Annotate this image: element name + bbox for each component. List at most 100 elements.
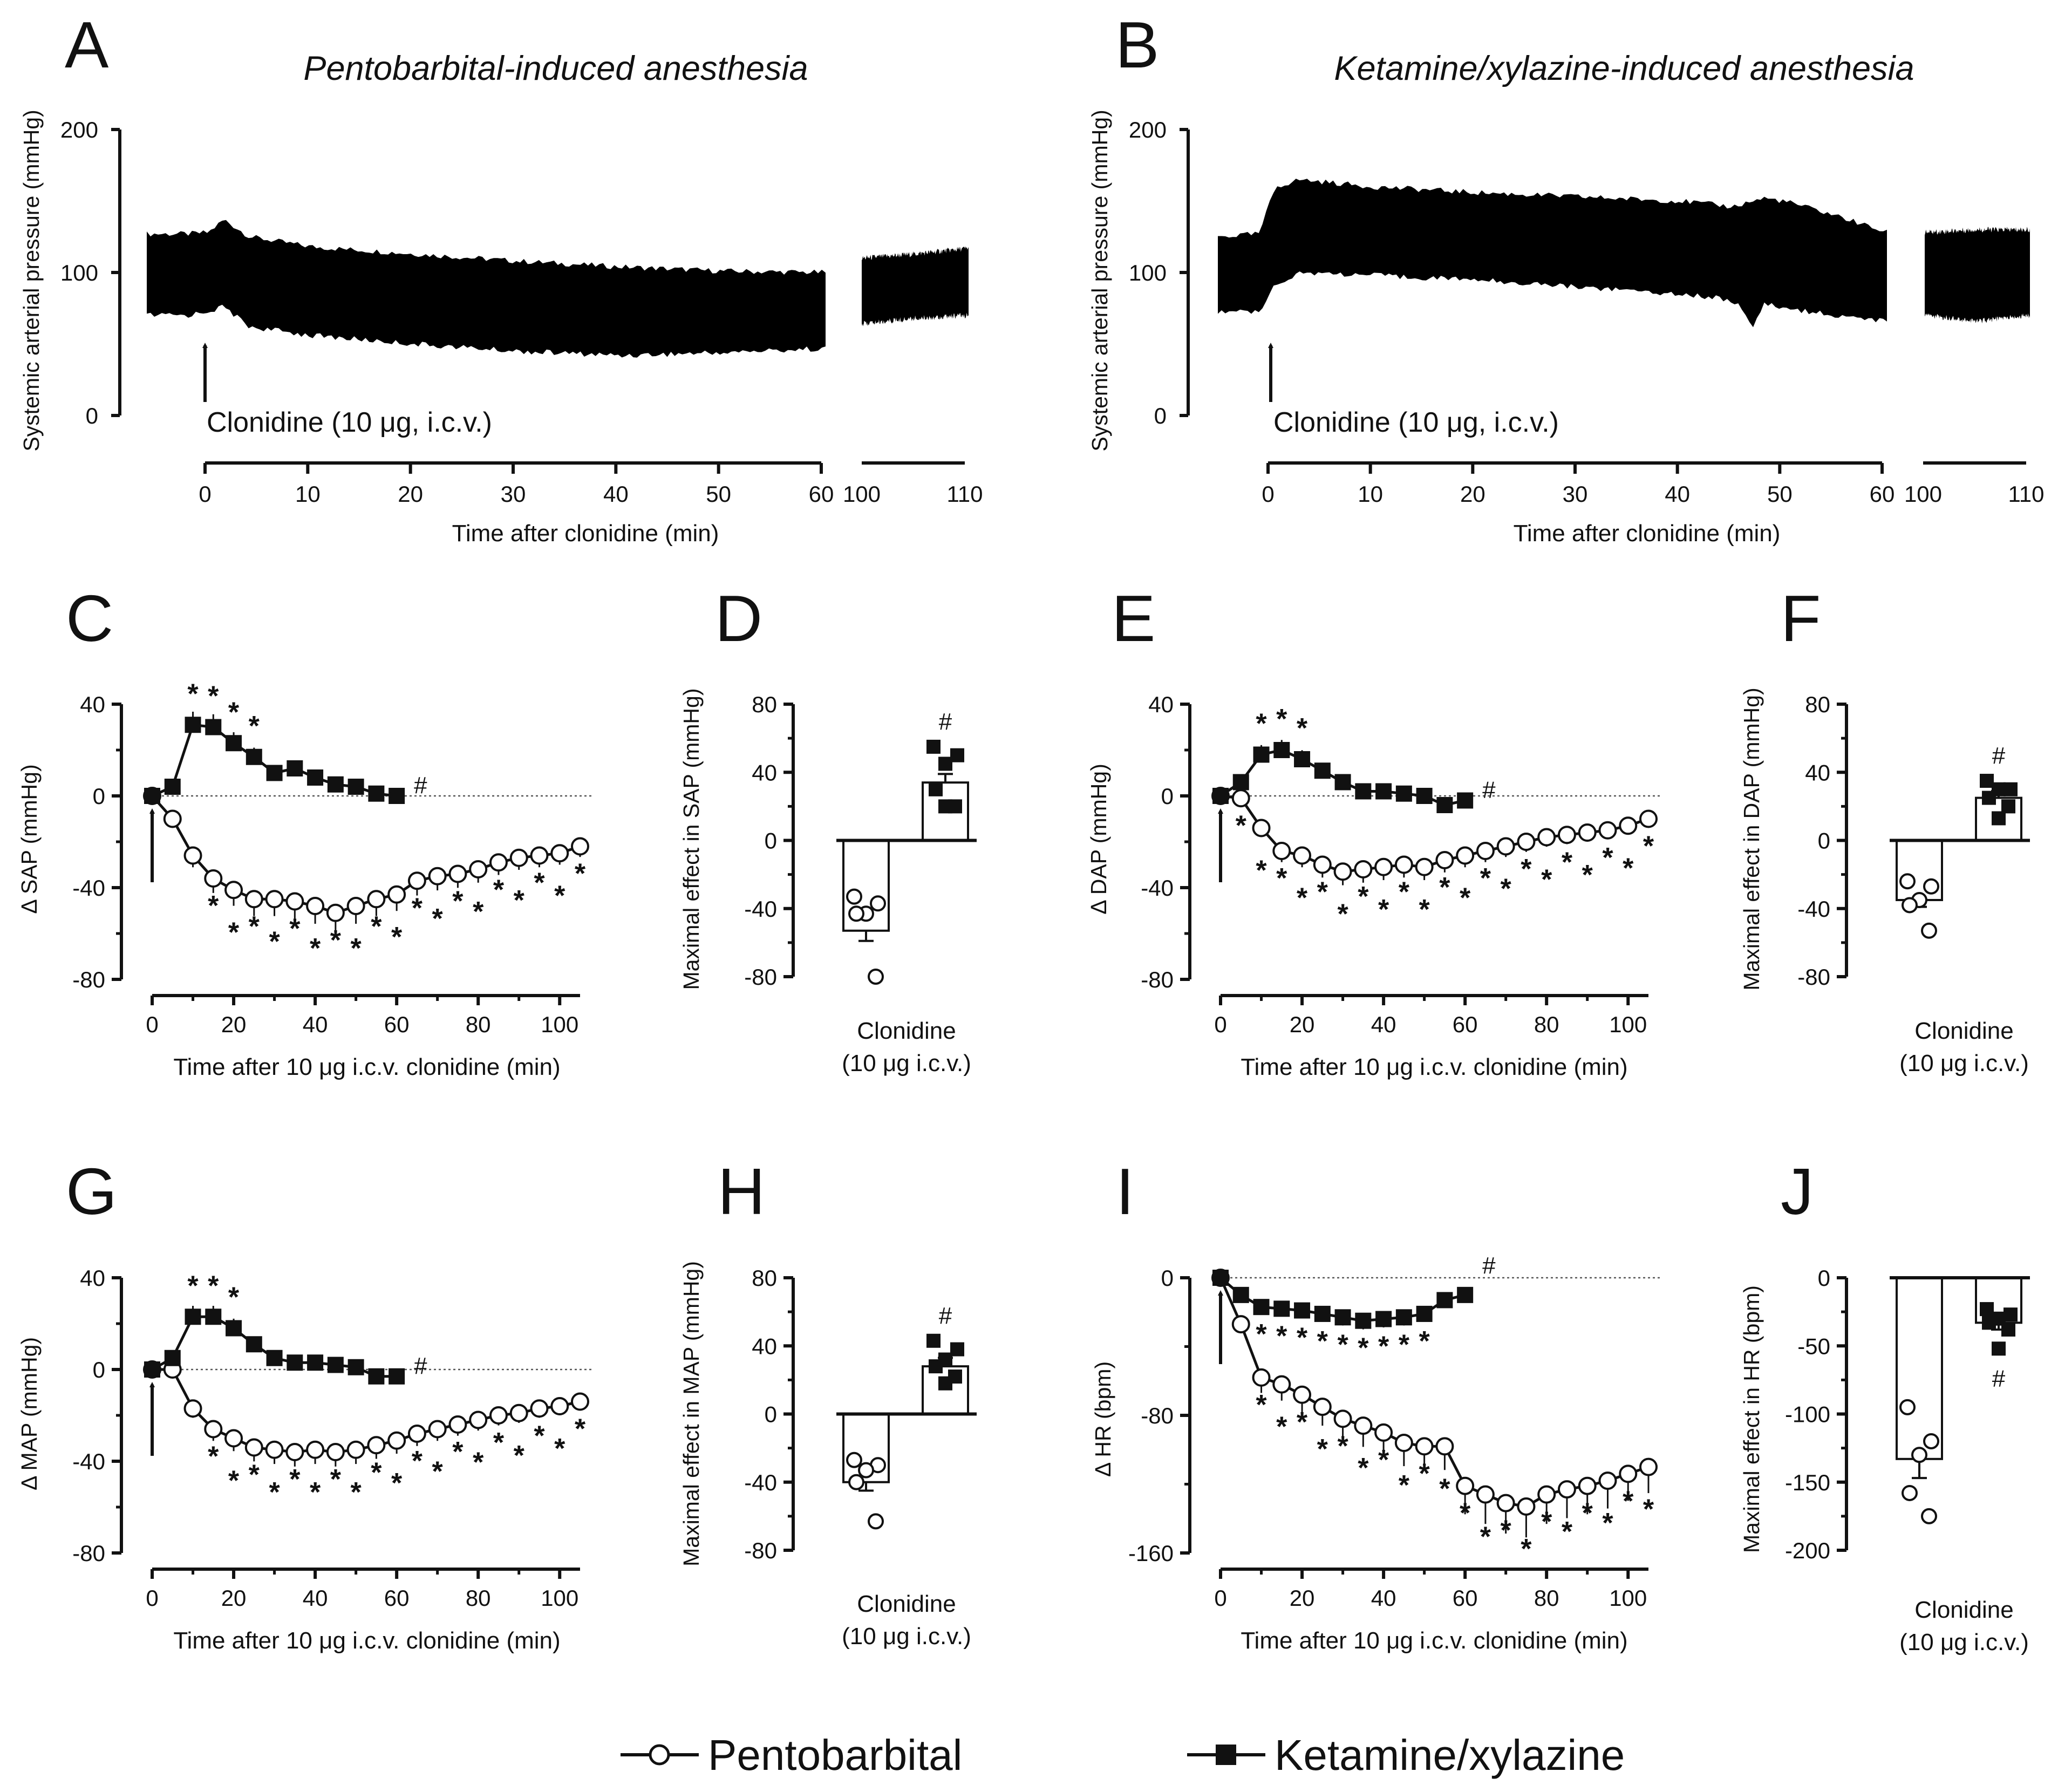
significance-hash: #	[414, 772, 427, 799]
pentobarbital-point	[1598, 821, 1617, 840]
significance-star: *	[452, 886, 464, 917]
pentobarbital-point	[1435, 851, 1454, 869]
y-axis-label: Δ DAP (mmHg)	[1086, 764, 1111, 915]
ketamine-point	[1992, 811, 2006, 826]
significance-star: *	[1256, 708, 1267, 740]
significance-star: *	[208, 890, 219, 922]
pentobarbital-point	[1923, 1433, 1939, 1449]
significance-star: *	[330, 925, 342, 956]
pentobarbital-point	[1557, 826, 1576, 844]
panel-i: I Δ HR (bpm) Time after 10 μg i.c.v. clo…	[1091, 1155, 1662, 1654]
x-tick-label: 80	[1534, 1585, 1559, 1611]
significance-star: *	[371, 1457, 382, 1488]
ketamine-point	[226, 735, 242, 752]
significance-star: *	[228, 697, 240, 728]
x-axis-label-line2: (10 μg i.c.v.)	[842, 1623, 971, 1650]
significance-star: *	[249, 911, 260, 942]
ketamine-point	[950, 1342, 964, 1357]
pentobarbital-point	[858, 1462, 874, 1478]
significance-star: *	[208, 1441, 219, 1473]
significance-star: *	[1541, 1507, 1552, 1538]
significance-star: *	[1256, 855, 1267, 887]
y-tick-label: 0	[765, 1402, 777, 1427]
pentobarbital-point	[1921, 1508, 1937, 1524]
pentobarbital-point	[1902, 897, 1918, 914]
pentobarbital-point	[285, 892, 304, 911]
significance-star: *	[1297, 883, 1308, 914]
ketamine-point	[164, 1350, 181, 1366]
ketamine-point	[389, 788, 405, 804]
significance-star: *	[391, 1468, 403, 1499]
significance-star: *	[289, 1464, 301, 1495]
panel-letter: C	[66, 582, 113, 655]
significance-star: *	[1439, 872, 1450, 903]
x-axis-label-line1: Clonidine	[1914, 1597, 2013, 1623]
x-axis-label-line1: Clonidine	[857, 1018, 956, 1044]
pentobarbital-point	[367, 1436, 386, 1455]
pentobarbital-point	[183, 846, 202, 865]
ketamine-point	[1436, 797, 1453, 813]
significance-star: *	[391, 922, 403, 953]
ketamine-point	[1982, 791, 1996, 805]
significance-star: *	[1236, 810, 1247, 841]
pentobarbital-point	[1639, 809, 1658, 828]
ketamine-point	[1980, 774, 1994, 788]
y-tick-label: -100	[1785, 1402, 1830, 1427]
x-tick-label: 0	[199, 481, 211, 507]
pentobarbital-point	[1231, 1315, 1250, 1334]
pentobarbital-point	[1517, 833, 1536, 851]
y-tick-label: 0	[1161, 783, 1174, 809]
y-tick-label: 80	[752, 692, 777, 717]
x-tick-label: 80	[466, 1012, 491, 1037]
legend-item-ketamine: Ketamine/xylazine	[1187, 1731, 1625, 1779]
ketamine-point	[1212, 1270, 1229, 1286]
y-tick-label: -40	[1141, 875, 1174, 901]
x-tick-label: 60	[1453, 1585, 1478, 1611]
pentobarbital-point	[571, 1392, 589, 1411]
significance-star: *	[1276, 1320, 1287, 1352]
legend: Pentobarbital Ketamine/xylazine	[621, 1731, 1625, 1779]
ketamine-point	[1416, 1305, 1433, 1322]
pentobarbital-point	[1496, 1494, 1515, 1512]
ketamine-point	[1334, 774, 1351, 791]
ketamine-point	[287, 1354, 303, 1371]
significance-star: *	[432, 903, 444, 935]
x-tick-label: 30	[501, 481, 526, 507]
y-axis-label: Maximal effect in SAP (mmHg)	[679, 689, 704, 990]
ketamine-point	[929, 1359, 943, 1374]
x-tick-label: 10	[1358, 481, 1383, 507]
pentobarbital-point	[1333, 1409, 1352, 1428]
pentobarbital-line	[151, 795, 581, 915]
x-ticks: 0 10 20 30 40 50 60	[199, 463, 834, 507]
ketamine-point	[164, 779, 181, 795]
pentobarbital-point	[530, 846, 549, 865]
y-tick-label: -50	[1797, 1333, 1830, 1359]
y-tick-label: 80	[752, 1265, 777, 1291]
pentobarbital-point	[1619, 816, 1638, 835]
significance-hash: #	[1482, 1252, 1496, 1279]
significance-star: *	[1521, 1534, 1532, 1565]
pentobarbital-point	[1313, 855, 1332, 874]
significance-star: *	[412, 1446, 423, 1477]
ketamine-point	[1314, 762, 1331, 779]
significance-star: *	[1276, 704, 1287, 735]
x-tick-label: 80	[1534, 1012, 1559, 1037]
x-tick-label: 80	[466, 1585, 491, 1611]
significance-star: *	[269, 926, 280, 957]
y-tick-label: -80	[72, 967, 105, 992]
y-tick-label: 200	[1129, 117, 1167, 142]
ketamine-point	[1212, 788, 1229, 804]
ketamine-point	[185, 717, 201, 733]
significance-star: *	[1317, 1326, 1328, 1357]
significance-star: *	[1317, 877, 1328, 908]
pentobarbital-point	[326, 903, 345, 922]
y-tick-label: -80	[72, 1541, 105, 1566]
pentobarbital-point	[550, 1397, 569, 1415]
x-tick-label: 20	[221, 1585, 247, 1611]
x-tick-label: 40	[603, 481, 629, 507]
significance-hash: #	[414, 1353, 427, 1379]
ketamine-point	[1273, 742, 1290, 758]
pentobarbital-point	[1619, 1464, 1638, 1483]
y-axis-label: Systemic arterial pressure (mmHg)	[1087, 110, 1112, 451]
pentobarbital-point	[1476, 1485, 1495, 1504]
